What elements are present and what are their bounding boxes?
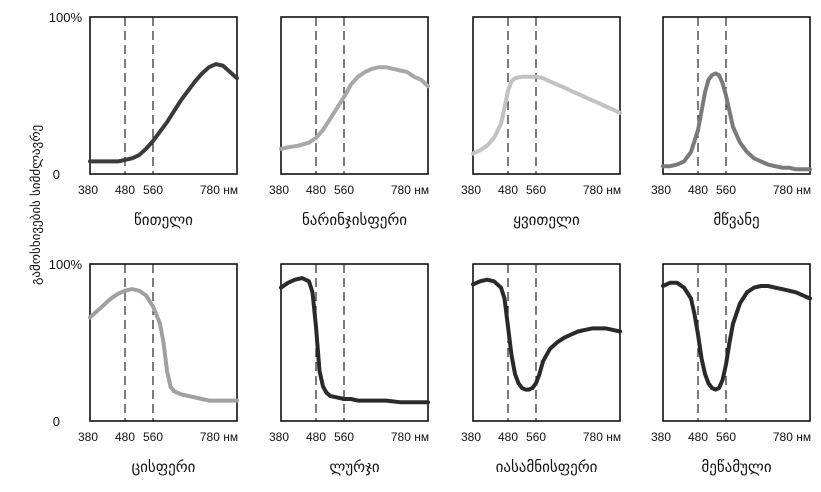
chart-title: ლურჯი: [329, 458, 380, 476]
x-tick-label: 380: [269, 430, 289, 444]
spectrum-line: [88, 62, 239, 164]
x-tick-label: 380: [461, 183, 481, 197]
y-tick-label-100: 100%: [49, 257, 83, 272]
x-tick-label: 560: [526, 183, 546, 197]
chart-title: იასამნისფერი: [496, 458, 598, 476]
x-tick-label: 480: [688, 430, 708, 444]
chart-panel-6: 380 480 560 780 нм ლურჯი: [269, 263, 430, 476]
chart-panel-2: 380 480 560 780 нм ნარინჯისფერი: [269, 16, 430, 229]
x-tick-label: 780 нм: [200, 430, 238, 444]
x-tick-label: 780 нм: [773, 183, 811, 197]
x-tick-label: 780 нм: [391, 183, 429, 197]
x-tick-label: 560: [334, 430, 354, 444]
y-tick-label-100: 100%: [49, 10, 83, 25]
chart-title: წითელი: [134, 211, 193, 229]
x-tick-label: 480: [688, 183, 708, 197]
chart-panel-5: 100% 0 380 480 560 780 нм ცისფერი: [49, 257, 239, 476]
spectrum-line: [661, 71, 812, 172]
chart-title: ცისფერი: [132, 458, 196, 476]
x-tick-label: 480: [498, 430, 518, 444]
x-tick-label: 480: [306, 183, 326, 197]
chart-panel-7: 380 480 560 780 нм იასამნისფერი: [461, 263, 622, 476]
x-tick-label: 780 нм: [773, 430, 811, 444]
spectrum-line: [661, 280, 812, 392]
spectrum-line: [471, 74, 622, 156]
x-tick-label: 560: [716, 183, 736, 197]
x-tick-label: 380: [78, 430, 98, 444]
x-tick-label: 380: [78, 183, 98, 197]
x-tick-label: 560: [334, 183, 354, 197]
plot-frame: [662, 16, 811, 175]
x-tick-label: 380: [651, 430, 671, 444]
spectrum-line: [279, 65, 430, 151]
chart-title: მწვანე: [713, 211, 759, 229]
plot-frame: [472, 263, 621, 422]
x-tick-label: 780 нм: [583, 183, 621, 197]
spectrum-line: [471, 277, 622, 392]
x-tick-label: 780 нм: [200, 183, 238, 197]
x-tick-label: 480: [306, 430, 326, 444]
spectrum-line: [88, 287, 239, 403]
x-tick-label: 560: [716, 430, 736, 444]
plot-frame: [280, 16, 429, 175]
x-tick-label: 780 нм: [391, 430, 429, 444]
chart-panel-1: 100% 0 380 480 560 780 нм წითელი: [49, 10, 239, 229]
plot-frame: [472, 16, 621, 175]
x-tick-label: 480: [115, 183, 135, 197]
x-tick-label: 480: [498, 183, 518, 197]
chart-title: მეწამული: [701, 458, 771, 476]
chart-title: ყვითელი: [513, 211, 580, 229]
x-tick-label: 560: [143, 430, 163, 444]
x-tick-label: 480: [115, 430, 135, 444]
x-tick-label: 560: [143, 183, 163, 197]
y-tick-label-0: 0: [53, 167, 60, 182]
y-axis-label: გამოსხივების სიმძლავრე: [29, 125, 44, 285]
y-axis-label-group: გამოსხივების სიმძლავრე: [29, 125, 44, 285]
plot-frame: [280, 263, 429, 422]
x-tick-label: 380: [651, 183, 671, 197]
plot-frame: [89, 16, 238, 175]
x-tick-label: 380: [269, 183, 289, 197]
x-tick-label: 560: [526, 430, 546, 444]
spectrum-line: [279, 276, 430, 405]
x-tick-label: 380: [461, 430, 481, 444]
y-tick-label-0: 0: [53, 414, 60, 429]
x-tick-label: 780 нм: [583, 430, 621, 444]
chart-panel-4: 380 480 560 780 нм მწვანე: [651, 16, 812, 229]
chart-panels: 100% 0 380 480 560 780 нм წითელი 380 480 560 780 н…: [49, 10, 812, 476]
chart-title: ნარინჯისფერი: [302, 211, 407, 229]
